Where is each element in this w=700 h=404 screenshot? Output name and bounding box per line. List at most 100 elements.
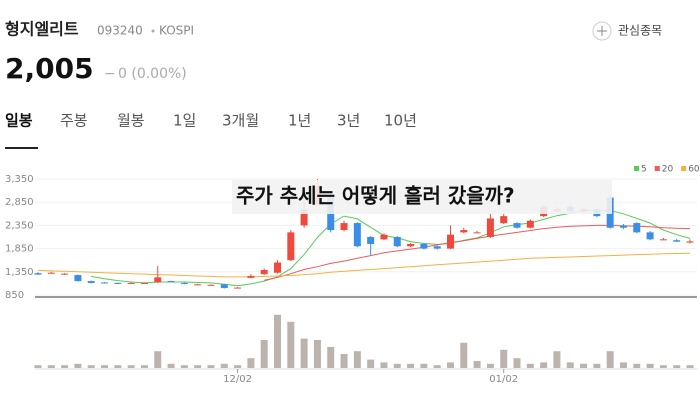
change: 0 (0.00%) <box>118 66 187 82</box>
watch-button[interactable]: 관심종목 <box>592 21 662 41</box>
volume-bar <box>526 363 534 368</box>
watch-icon <box>592 21 612 41</box>
volume-bar <box>420 363 428 368</box>
stock-code: 093240 <box>97 24 143 38</box>
candle-body <box>101 282 109 284</box>
volume-bar <box>659 365 667 368</box>
volume-bar <box>646 363 654 368</box>
volume-bar <box>260 340 268 368</box>
candle-body <box>340 223 348 231</box>
volume-bar <box>114 365 122 368</box>
watch-label: 관심종목 <box>618 24 662 38</box>
stock-name: 형지엘리트 <box>5 20 79 39</box>
volume-bar <box>287 321 295 368</box>
volume-bar <box>167 363 175 368</box>
y-tick-label: 2,350 <box>5 220 34 231</box>
volume-bar <box>247 358 255 368</box>
volume-bar <box>500 349 508 368</box>
tab[interactable]: 3개월 <box>222 112 259 130</box>
volume-bar <box>553 351 561 368</box>
volume-bar <box>633 363 641 368</box>
annotation: 주가 추세는 어떻게 흘러 갔을까? <box>236 184 515 208</box>
ma-line <box>37 252 691 278</box>
candle-body <box>353 223 361 247</box>
y-tick-label: 3,350 <box>5 174 34 185</box>
candle-body <box>473 232 481 234</box>
candle-body <box>154 277 162 283</box>
tab[interactable]: 주봉 <box>60 112 88 130</box>
separator-dot <box>151 29 155 33</box>
volume-bar <box>327 347 335 368</box>
candle-body <box>114 282 122 284</box>
candle-body <box>87 281 95 283</box>
candle-body <box>407 243 415 247</box>
volume-bar <box>393 363 401 368</box>
price: 2,005 <box>5 52 94 85</box>
volume-bar <box>473 361 481 368</box>
watch-plus <box>597 26 607 36</box>
volume-bar <box>686 365 694 368</box>
candle-body <box>646 232 654 240</box>
volume-bar <box>619 362 627 368</box>
tab[interactable]: 월봉 <box>117 112 145 130</box>
candle-body <box>420 243 428 249</box>
candle-body <box>500 216 508 224</box>
volume-bar <box>207 365 215 368</box>
candle-body <box>47 272 55 274</box>
legend-swatch <box>654 166 660 171</box>
candle-body <box>194 284 202 286</box>
y-tick-label: 850 <box>5 290 24 301</box>
annotation-bg <box>232 180 612 214</box>
volume-bar <box>540 362 548 368</box>
x-tick-label: 12/02 <box>223 374 252 385</box>
volume-bar <box>47 365 55 368</box>
volume-bar <box>127 365 135 368</box>
tab[interactable]: 1년 <box>288 112 311 130</box>
candle-body <box>460 230 468 233</box>
candle-body <box>74 275 82 282</box>
candle-body <box>127 282 135 284</box>
candle-body <box>234 287 242 289</box>
candle-body <box>300 209 308 226</box>
legend-swatch <box>681 166 687 171</box>
candle-body <box>274 262 282 273</box>
candle-body <box>180 282 188 284</box>
volume-bar <box>220 363 228 368</box>
tab[interactable]: 10년 <box>384 112 417 130</box>
candle-body <box>367 237 375 244</box>
candle-body <box>393 237 401 247</box>
volume-bar <box>566 362 574 368</box>
volume-bar <box>446 362 454 368</box>
volume-bar <box>340 354 348 368</box>
volume-bar <box>101 365 109 368</box>
volume-bar <box>380 362 388 368</box>
volume-bar <box>34 365 42 368</box>
volume-bar <box>234 365 242 368</box>
tab[interactable]: 3년 <box>337 112 360 130</box>
volume-bar <box>87 365 95 368</box>
volume-bar <box>673 365 681 368</box>
volume-bar <box>513 358 521 368</box>
volume-bar <box>367 359 375 368</box>
change-sign: − <box>104 66 116 82</box>
candle-body <box>446 234 454 249</box>
candle-body <box>619 225 627 228</box>
volume-bar <box>274 314 282 368</box>
candle-body <box>260 269 268 275</box>
candle-body <box>207 284 215 286</box>
candle-body <box>140 282 148 284</box>
tab[interactable]: 1일 <box>173 112 196 130</box>
volume-bar <box>61 365 69 368</box>
candle-body <box>526 220 534 228</box>
y-tick-label: 2,850 <box>5 197 34 208</box>
tab[interactable]: 일봉 <box>5 112 33 130</box>
volume-bar <box>486 363 494 368</box>
candle-body <box>633 223 641 233</box>
x-tick-label: 01/02 <box>489 374 518 385</box>
volume-bar <box>313 340 321 368</box>
legend-label: 20 <box>662 165 674 175</box>
volume-bar <box>407 363 415 368</box>
candle-body <box>167 281 175 283</box>
candle-body <box>287 232 295 261</box>
